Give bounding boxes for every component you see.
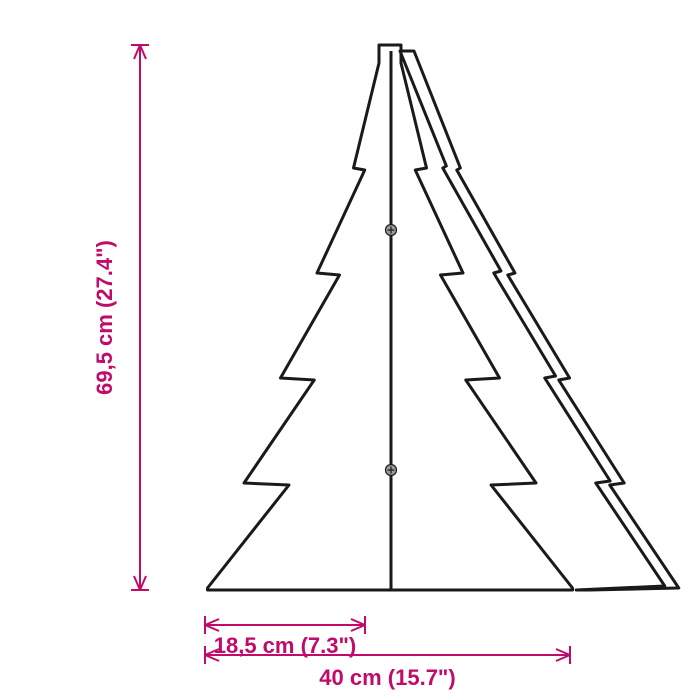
dim-width-label: 40 cm (15.7") xyxy=(319,665,455,690)
screw-1 xyxy=(386,225,397,236)
dim-height-label: 69,5 cm (27.4") xyxy=(92,240,117,395)
screw-2 xyxy=(386,465,397,476)
